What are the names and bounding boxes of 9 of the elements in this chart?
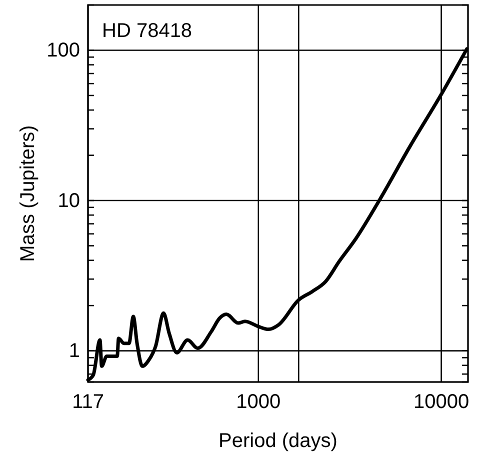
text: HD 78418 — [102, 20, 192, 42]
y-axis-title: Mass (Jupiters) — [17, 125, 39, 262]
y-tick-label: 1 — [68, 340, 80, 362]
x-tick-label: 1000 — [236, 391, 281, 414]
x-tick-label: 117 — [72, 391, 104, 414]
x-tick-label: 10000 — [413, 391, 470, 414]
y-tick-label: 100 — [46, 40, 80, 62]
x-axis-title: Period (days) — [218, 430, 338, 452]
y-tick-label: 10 — [58, 190, 80, 212]
